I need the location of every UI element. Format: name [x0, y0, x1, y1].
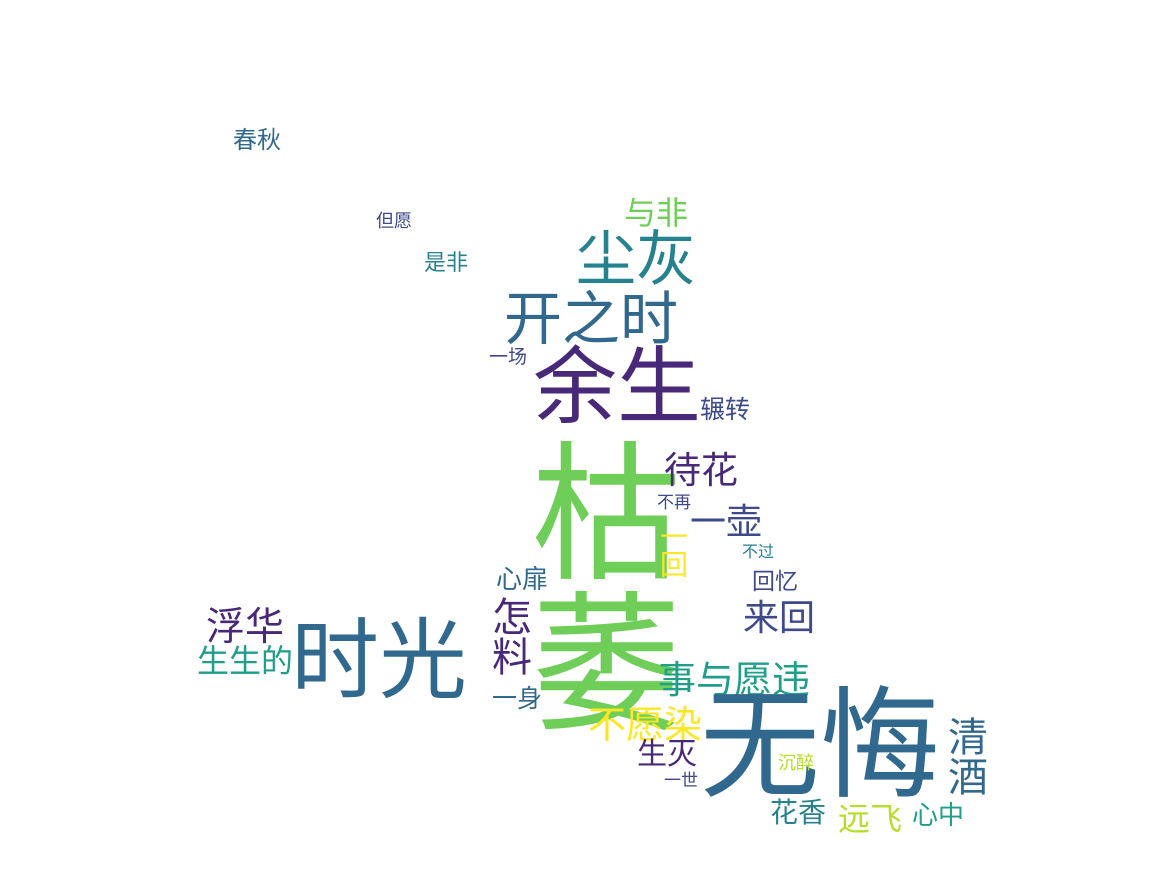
word-yusheng: 余生 [533, 338, 702, 436]
word-kaizhishi: 开之时 [504, 285, 679, 353]
word-shengsheng: 生生的 [197, 642, 294, 680]
word-danyuan: 但愿 [376, 211, 412, 232]
word-wuhui: 无悔 [700, 677, 940, 816]
word-qingjiu: 清酒 [941, 716, 987, 796]
word-buguo: 不过 [742, 542, 775, 561]
word-shengmie: 生灭 [637, 737, 697, 772]
word-yichang: 一场 [489, 346, 528, 368]
word-chenzui: 沉醉 [778, 753, 814, 774]
word-huaxiang: 花香 [770, 796, 827, 829]
word-yufei: 与非 [624, 194, 689, 232]
word-yihui: 一回 [656, 522, 689, 578]
word-xinfei: 心扉 [496, 565, 549, 595]
word-shifei: 是非 [424, 251, 469, 276]
word-yihu: 一壶 [690, 502, 763, 543]
word-yishen: 一身 [492, 684, 543, 713]
word-xinzhong: 心中 [912, 801, 965, 831]
word-shiguang: 时光 [291, 609, 468, 712]
word-kuwei: 枯萎 [506, 435, 680, 735]
word-shiyuyuanwei: 事与愿违 [658, 658, 811, 702]
word-zenliao: 怎料 [485, 596, 531, 676]
word-huiyi: 回忆 [752, 569, 798, 595]
word-laihui: 来回 [743, 598, 816, 639]
word-fuhua: 浮华 [206, 605, 285, 650]
word-yishi: 一世 [664, 771, 698, 791]
word-buzai: 不再 [657, 493, 691, 513]
word-daihua: 待花 [664, 449, 738, 492]
word-buyuanran: 不愿染 [588, 703, 703, 747]
word-zhanzhuan: 辗转 [700, 395, 751, 424]
word-chenhui: 尘灰 [576, 225, 696, 295]
word-yuanfei: 远飞 [838, 800, 903, 838]
word-chunqiu: 春秋 [233, 126, 281, 154]
